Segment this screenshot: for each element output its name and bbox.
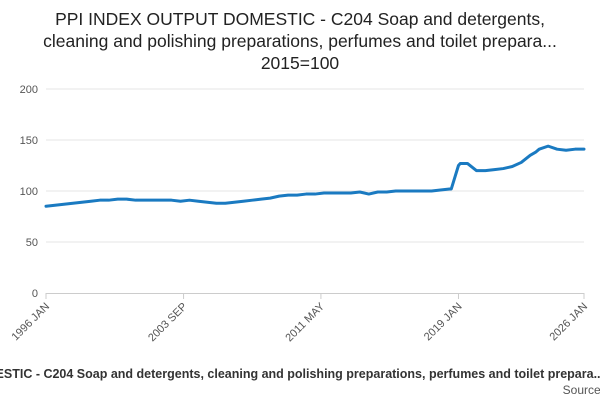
x-tick-label: 2019 JAN <box>422 301 465 344</box>
series-line-0 <box>44 144 586 208</box>
footer-caption-text: PPI INDEX OUTPUT DOMESTIC - C204 Soap an… <box>0 367 600 381</box>
x-tick-label: 2011 MAY <box>283 300 327 344</box>
x-tick-label: 2003 SEP <box>146 301 190 345</box>
x-tick-label: 2026 JAN <box>547 301 590 344</box>
y-tick-label: 0 <box>32 288 38 300</box>
footer-caption: PPI INDEX OUTPUT DOMESTIC - C204 Soap an… <box>0 367 600 383</box>
source-label: Source: <box>562 383 600 397</box>
y-tick-label: 200 <box>20 84 38 96</box>
x-tick-label: 1996 JAN <box>9 301 52 344</box>
chart-title: PPI INDEX OUTPUT DOMESTIC - C204 Soap an… <box>43 9 557 73</box>
y-axis: 0 50 100 150 200 <box>20 84 38 300</box>
y-tick-label: 100 <box>20 186 38 198</box>
x-axis: 1996 JAN 2003 SEP 2011 MAY 2019 JAN 2026 JAN <box>9 293 590 344</box>
y-tick-label: 150 <box>20 135 38 147</box>
series-layer <box>44 144 586 208</box>
grid-lines <box>46 88 584 243</box>
y-tick-label: 50 <box>26 237 38 249</box>
